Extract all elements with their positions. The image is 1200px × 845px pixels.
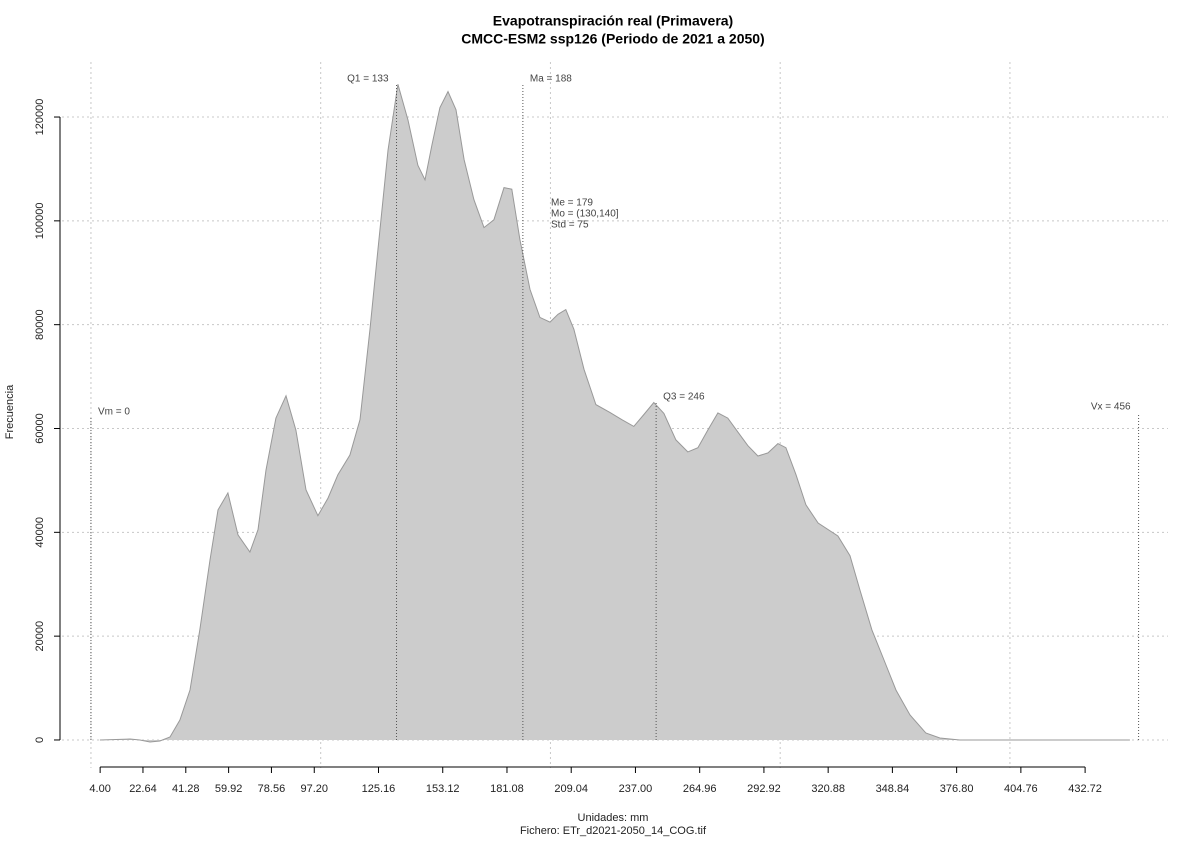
x-tick-label: 264.96 bbox=[683, 783, 717, 795]
x-tick-label: 22.64 bbox=[129, 783, 157, 795]
y-tick-label: 0 bbox=[34, 737, 46, 743]
x-tick-label: 320.88 bbox=[811, 783, 845, 795]
x-tick-label: 125.16 bbox=[362, 783, 396, 795]
x-tick-label: 78.56 bbox=[258, 783, 286, 795]
area-line bbox=[99, 84, 1130, 743]
x-tick-label: 41.28 bbox=[172, 783, 200, 795]
y-tick-label: 60000 bbox=[34, 413, 46, 444]
stat-label: Std = 75 bbox=[551, 220, 589, 231]
x-tick-label: 4.00 bbox=[89, 783, 110, 795]
x-tick-label: 209.04 bbox=[554, 783, 588, 795]
marker-label: Ma = 188 bbox=[530, 74, 572, 85]
caption: Fichero: ETr_d2021-2050_14_COG.tif bbox=[520, 825, 707, 837]
x-axis-label: Unidades: mm bbox=[578, 812, 649, 824]
chart-title: Evapotranspiración real (Primavera) bbox=[493, 13, 733, 29]
marker-label: Q3 = 246 bbox=[663, 392, 705, 403]
chart-subtitle: CMCC-ESM2 ssp126 (Periodo de 2021 a 2050… bbox=[461, 31, 764, 47]
x-tick-label: 404.76 bbox=[1004, 783, 1038, 795]
x-tick-label: 153.12 bbox=[426, 783, 460, 795]
x-tick-label: 376.80 bbox=[940, 783, 974, 795]
y-tick-label: 40000 bbox=[34, 517, 46, 548]
x-tick-label: 59.92 bbox=[215, 783, 243, 795]
x-tick-label: 432.72 bbox=[1068, 783, 1102, 795]
x-tick-label: 181.08 bbox=[490, 783, 524, 795]
area bbox=[99, 84, 1130, 743]
y-axis-label: Frecuencia bbox=[4, 384, 16, 439]
y-tick-label: 120000 bbox=[34, 99, 46, 136]
marker-label: Vx = 456 bbox=[1091, 402, 1131, 413]
marker-label: Vm = 0 bbox=[98, 407, 130, 418]
x-tick-label: 292.92 bbox=[747, 783, 781, 795]
x-tick-label: 237.00 bbox=[619, 783, 653, 795]
y-tick-label: 20000 bbox=[34, 621, 46, 652]
stat-label: Me = 179 bbox=[551, 198, 593, 209]
x-tick-label: 97.20 bbox=[300, 783, 328, 795]
stat-label: Mo = (130,140] bbox=[551, 209, 619, 220]
y-tick-label: 100000 bbox=[34, 202, 46, 239]
y-tick-label: 80000 bbox=[34, 309, 46, 340]
x-tick-label: 348.84 bbox=[876, 783, 910, 795]
marker-label: Q1 = 133 bbox=[347, 74, 389, 85]
